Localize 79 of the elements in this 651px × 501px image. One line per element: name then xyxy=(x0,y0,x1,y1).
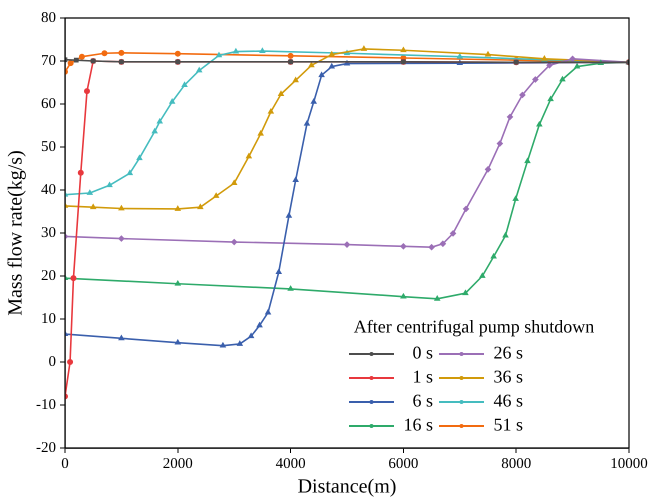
point xyxy=(400,243,406,250)
point xyxy=(68,60,74,66)
point xyxy=(519,92,526,98)
legend-label: 36 s xyxy=(493,366,523,387)
point xyxy=(231,239,238,246)
y-tick-label: 80 xyxy=(40,10,56,26)
point xyxy=(216,52,222,58)
point xyxy=(560,76,566,82)
x-tick-label: 4000 xyxy=(276,456,306,472)
y-tick-label: 20 xyxy=(40,268,56,284)
point xyxy=(485,166,491,172)
point xyxy=(118,50,124,56)
point xyxy=(101,50,108,56)
point xyxy=(118,236,124,242)
point xyxy=(288,52,294,59)
x-axis-title: Distance(m) xyxy=(298,475,396,498)
point xyxy=(570,56,576,62)
legend-title: After centrifugal pump shutdown xyxy=(354,316,594,337)
point xyxy=(169,98,175,104)
point xyxy=(196,67,202,72)
point xyxy=(344,242,350,248)
point xyxy=(174,50,181,57)
point xyxy=(268,108,274,114)
x-tick-label: 6000 xyxy=(388,456,418,472)
y-tick-label: 0 xyxy=(48,354,56,370)
point xyxy=(78,170,84,176)
point xyxy=(400,47,406,52)
y-tick-label: -20 xyxy=(36,440,56,456)
point xyxy=(276,269,282,274)
x-tick-label: 2000 xyxy=(162,456,193,472)
point xyxy=(361,46,367,51)
x-tick-label: 10000 xyxy=(610,456,648,472)
point xyxy=(246,153,252,158)
point xyxy=(292,77,298,82)
point xyxy=(304,120,310,126)
legend-label: 26 s xyxy=(493,342,523,363)
legend-label: 0 s xyxy=(412,342,433,363)
point xyxy=(175,206,180,211)
point xyxy=(106,182,112,188)
y-tick-label: 60 xyxy=(40,96,56,112)
point xyxy=(457,54,463,59)
point xyxy=(532,76,538,82)
point xyxy=(237,340,243,346)
point xyxy=(78,54,85,60)
point xyxy=(308,62,314,68)
y-tick-label: -10 xyxy=(36,396,56,413)
y-axis-title: Mass flow rate(kg/s) xyxy=(4,150,26,316)
point xyxy=(74,58,79,62)
point xyxy=(434,296,440,301)
point xyxy=(84,88,90,94)
legend-label: 16 s xyxy=(403,414,433,435)
y-tick-label: 40 xyxy=(40,182,56,198)
legend-label: 46 s xyxy=(493,390,523,411)
point xyxy=(548,96,554,102)
point xyxy=(288,286,294,291)
point xyxy=(463,206,470,212)
point xyxy=(450,230,456,236)
y-tick-label: 70 xyxy=(40,52,56,69)
point xyxy=(506,114,513,120)
y-tick-label: 10 xyxy=(40,310,56,327)
point xyxy=(574,64,580,68)
x-tick-label: 0 xyxy=(61,456,69,472)
point xyxy=(496,140,503,147)
point xyxy=(440,240,446,247)
point xyxy=(118,335,124,340)
legend-label: 1 s xyxy=(412,366,433,387)
point xyxy=(428,244,435,250)
y-tick-label: 50 xyxy=(40,138,56,155)
x-tick-label: 8000 xyxy=(501,456,532,472)
point xyxy=(67,359,74,365)
legend-label: 6 s xyxy=(412,390,433,411)
point xyxy=(118,205,124,210)
legend-label: 51 s xyxy=(493,414,523,435)
point xyxy=(70,275,76,282)
point xyxy=(175,280,180,286)
y-tick-label: 30 xyxy=(40,224,56,241)
point xyxy=(286,212,292,218)
point xyxy=(256,322,262,328)
point xyxy=(311,98,316,104)
